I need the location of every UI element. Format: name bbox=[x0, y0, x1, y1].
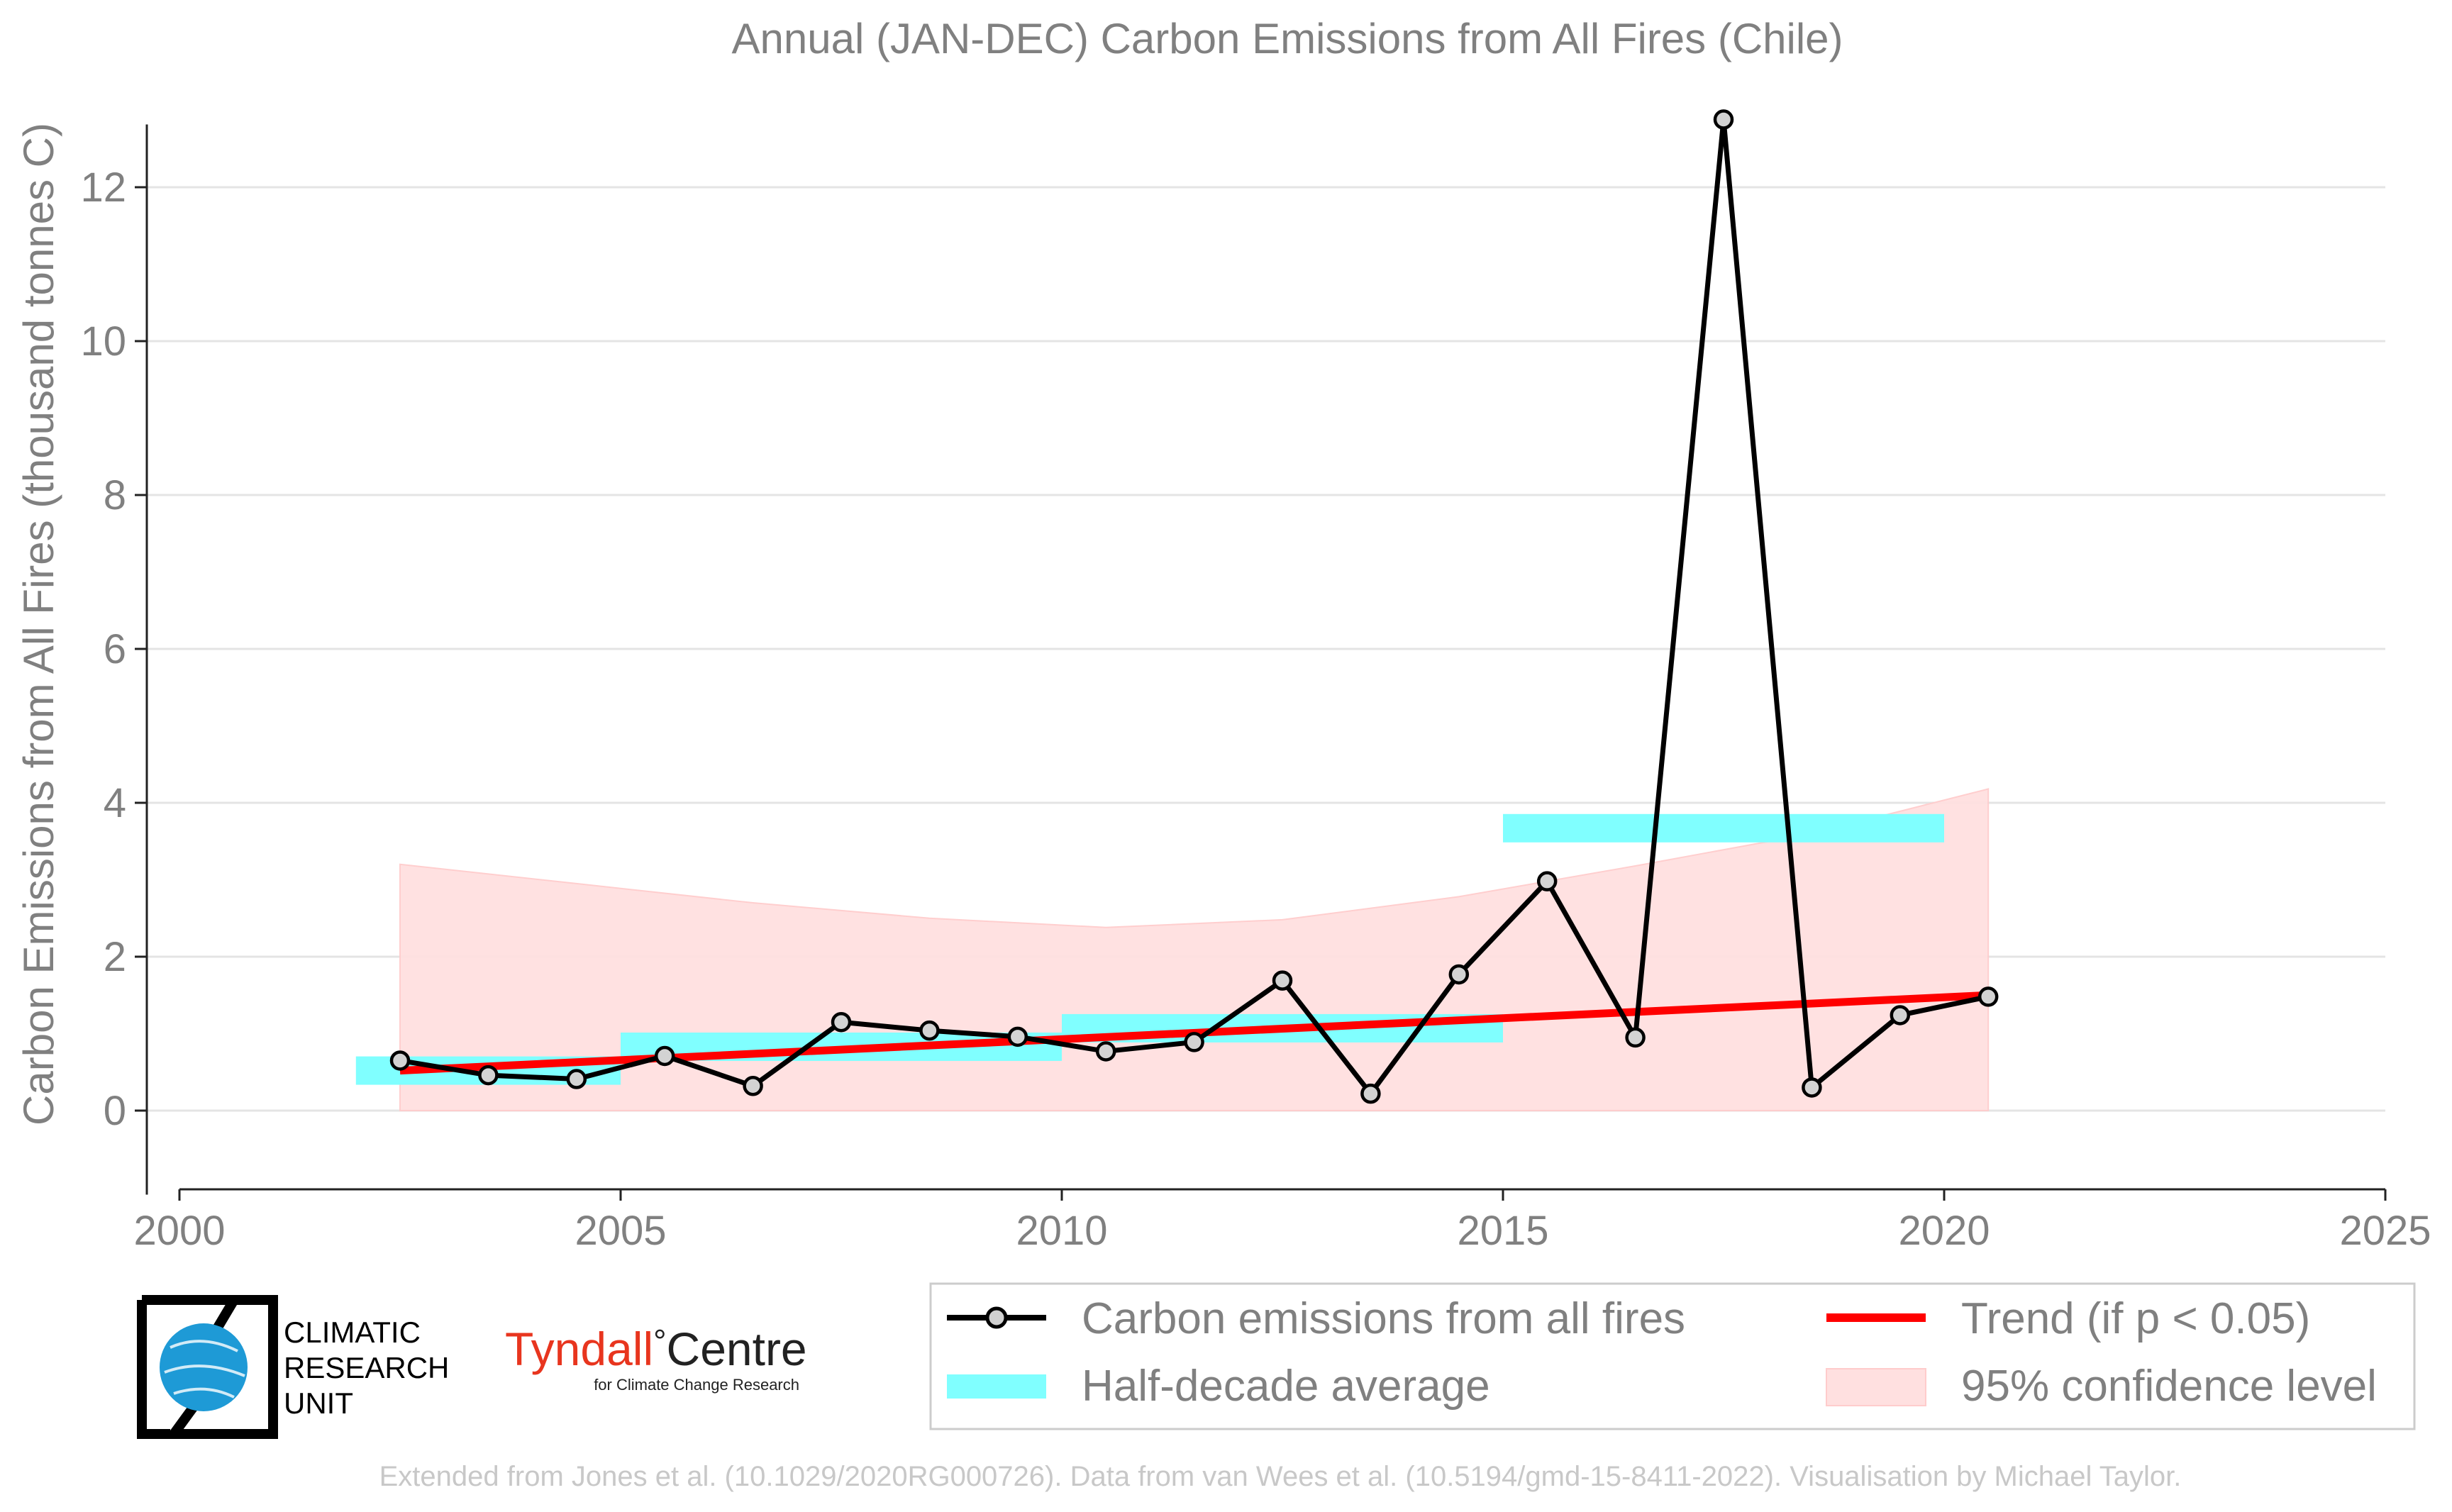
cru-logo-line-1: CLIMATIC bbox=[284, 1316, 421, 1349]
tyndall-logo: Tyndall°Centre for Climate Change Resear… bbox=[505, 1323, 807, 1394]
data-point bbox=[389, 1050, 411, 1071]
x-ticks: 2000 2005 2010 2015 2020 2025 bbox=[133, 1189, 2431, 1254]
tyndall-logo-subtitle: for Climate Change Research bbox=[594, 1376, 799, 1394]
emissions-line bbox=[389, 109, 1999, 1104]
y-tick-label: 4 bbox=[104, 780, 126, 826]
legend-box bbox=[929, 1282, 2416, 1430]
y-tick-label: 10 bbox=[80, 318, 126, 365]
legend-item-emissions: Carbon emissions from all fires bbox=[947, 1294, 1685, 1343]
cru-logo: CLIMATIC RESEARCH UNIT bbox=[137, 1295, 449, 1439]
legend-item-confidence: 95% confidence level bbox=[1826, 1362, 2377, 1411]
y-tick-label: 8 bbox=[104, 472, 126, 518]
x-tick-label: 2020 bbox=[1898, 1208, 1990, 1254]
legend-label-confidence: 95% confidence level bbox=[1961, 1362, 2377, 1411]
svg-text:Tyndall°Centre: Tyndall°Centre bbox=[505, 1323, 807, 1375]
legend: Carbon emissions from all fires Half-dec… bbox=[929, 1282, 2416, 1430]
y-tick-label: 2 bbox=[104, 934, 126, 980]
x-tick-label: 2005 bbox=[575, 1208, 666, 1254]
half-decade-bar bbox=[1503, 813, 1944, 843]
y-tick-label: 12 bbox=[80, 165, 126, 211]
x-tick-label: 2025 bbox=[2339, 1208, 2431, 1254]
footer-credits: Extended from Jones et al. (10.1029/2020… bbox=[379, 1461, 2182, 1492]
tyndall-logo-centre: Centre bbox=[667, 1323, 807, 1375]
data-point bbox=[1184, 1032, 1204, 1052]
data-point bbox=[1272, 970, 1293, 991]
y-tick-label: 0 bbox=[104, 1088, 126, 1134]
data-point bbox=[1713, 109, 1734, 130]
data-point bbox=[566, 1069, 587, 1089]
data-point bbox=[1360, 1083, 1381, 1104]
chart-title: Annual (JAN-DEC) Carbon Emissions from A… bbox=[731, 15, 1843, 62]
legend-label-half-decade: Half-decade average bbox=[1082, 1362, 1490, 1411]
confidence-band bbox=[399, 788, 1990, 1111]
y-tick-label: 6 bbox=[104, 626, 126, 672]
data-point bbox=[831, 1011, 852, 1033]
y-ticks: 0 2 4 6 8 10 12 bbox=[80, 165, 147, 1134]
cru-logo-line-2: RESEARCH bbox=[284, 1351, 449, 1384]
data-point bbox=[919, 1020, 940, 1041]
data-point bbox=[1625, 1027, 1646, 1048]
confidence-area bbox=[399, 788, 1990, 1111]
data-point bbox=[1536, 871, 1558, 891]
y-axis-label: Carbon Emissions from All Fires (thousan… bbox=[15, 123, 62, 1125]
data-point bbox=[1802, 1077, 1822, 1098]
axes bbox=[145, 124, 2385, 1195]
cru-logo-line-3: UNIT bbox=[284, 1386, 353, 1420]
legend-label-trend: Trend (if p < 0.05) bbox=[1961, 1294, 2310, 1343]
x-tick-label: 2000 bbox=[133, 1208, 225, 1254]
data-point bbox=[654, 1045, 675, 1067]
legend-item-trend: Trend (if p < 0.05) bbox=[1826, 1294, 2310, 1343]
legend-label-emissions: Carbon emissions from all fires bbox=[1082, 1294, 1685, 1343]
data-point bbox=[1095, 1041, 1116, 1062]
data-point bbox=[1977, 986, 1999, 1007]
tyndall-logo-name: Tyndall bbox=[505, 1323, 653, 1375]
data-point bbox=[1007, 1026, 1028, 1047]
data-point bbox=[743, 1076, 763, 1096]
x-tick-label: 2015 bbox=[1457, 1208, 1548, 1254]
data-point bbox=[478, 1064, 499, 1086]
data-point bbox=[1448, 964, 1470, 985]
tyndall-logo-degree: ° bbox=[653, 1323, 666, 1360]
legend-item-half-decade: Half-decade average bbox=[947, 1362, 1490, 1411]
x-tick-label: 2010 bbox=[1016, 1208, 1107, 1254]
data-point bbox=[1890, 1005, 1911, 1025]
